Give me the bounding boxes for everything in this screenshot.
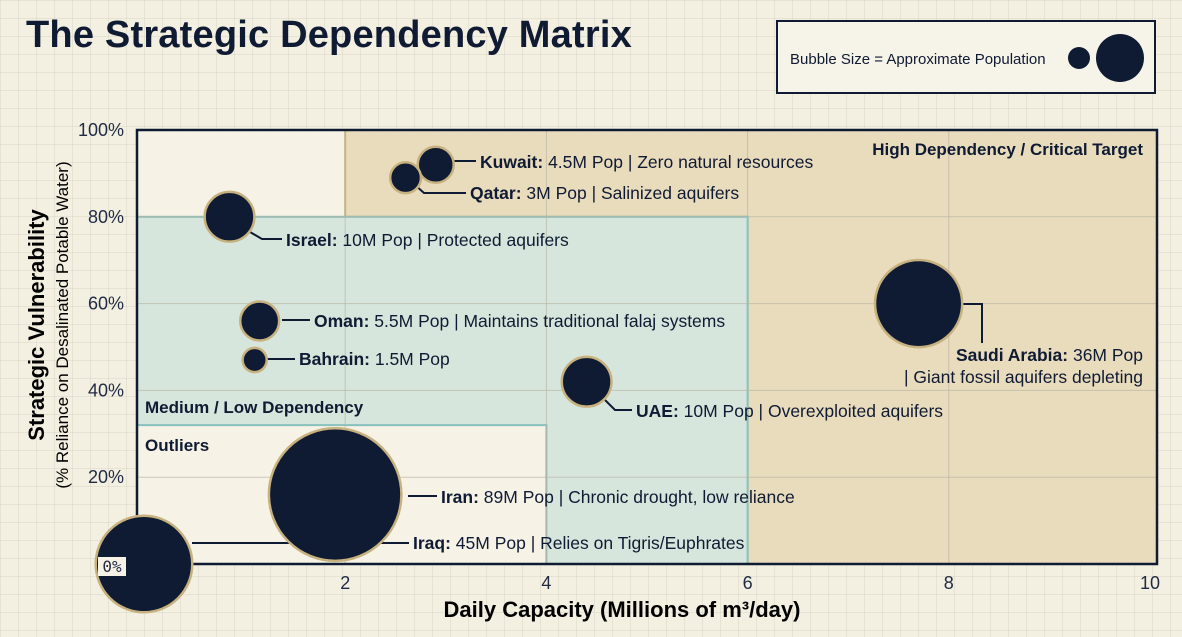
label-detail2-saudi-arabia: | Giant fossil aquifers depleting [904, 367, 1143, 387]
page-title: The Strategic Dependency Matrix [26, 14, 632, 56]
label-detail-iraq: 45M Pop | Relies on Tigris/Euphrates [451, 533, 745, 553]
leader-line-saudi-arabia [962, 303, 983, 343]
bubble-iran [267, 427, 403, 563]
y-tick-label: 20% [88, 467, 124, 487]
label-name-uae: UAE: [636, 401, 679, 421]
label-detail-bahrain: 1.5M Pop [370, 349, 450, 369]
legend-small-bubble [1068, 47, 1090, 69]
x-tick-label: 4 [541, 573, 551, 593]
label-kuwait: Kuwait: 4.5M Pop | Zero natural resource… [480, 152, 814, 172]
bubble-kuwait [416, 145, 455, 184]
y-axis-label: Strategic Vulnerability [24, 209, 49, 441]
y-tick-label: 100% [78, 120, 124, 140]
bubble-bahrain [241, 346, 268, 374]
label-israel: Israel: 10M Pop | Protected aquifers [286, 230, 569, 250]
y-tick-label: 40% [88, 380, 124, 400]
bubble-iraq [94, 514, 194, 614]
bubble-qatar [388, 161, 423, 195]
region-label-high: High Dependency / Critical Target [872, 140, 1143, 159]
label-name-kuwait: Kuwait: [480, 152, 543, 172]
label-bahrain: Bahrain: 1.5M Pop [299, 349, 450, 369]
label-name-qatar: Qatar: [470, 183, 522, 203]
y-tick-label: 80% [88, 207, 124, 227]
y-axis-sublabel: (% Reliance on Desalinated Potable Water… [53, 161, 72, 488]
legend-large-bubble [1096, 34, 1144, 82]
label-iran: Iran: 89M Pop | Chronic drought, low rel… [441, 487, 795, 507]
bubble-oman [238, 300, 281, 342]
size-legend: Bubble Size = Approximate Population [776, 20, 1156, 94]
bubble-israel [203, 190, 256, 243]
x-axis-label: Daily Capacity (Millions of m³/day) [444, 597, 801, 622]
label-name-iran: Iran: [441, 487, 479, 507]
label-detail-iran: 89M Pop | Chronic drought, low reliance [479, 487, 795, 507]
label-saudi-arabia: Saudi Arabia: 36M Pop [956, 345, 1143, 365]
label-name-iraq: Iraq: [413, 533, 451, 553]
bubble-saudi-arabia [873, 258, 964, 349]
label-name-bahrain: Bahrain: [299, 349, 370, 369]
label-detail-uae: 10M Pop | Overexploited aquifers [679, 401, 944, 421]
region-label-medium: Medium / Low Dependency [145, 398, 364, 417]
label-detail-israel: 10M Pop | Protected aquifers [338, 230, 569, 250]
leader-line-israel [249, 231, 282, 240]
leader-line-uae [604, 399, 632, 411]
x-tick-label: 10 [1140, 573, 1160, 593]
label-detail-kuwait: 4.5M Pop | Zero natural resources [543, 152, 813, 172]
legend-text: Bubble Size = Approximate Population [790, 51, 1046, 68]
bubble-uae [560, 355, 613, 408]
label-detail-oman: 5.5M Pop | Maintains traditional falaj s… [369, 311, 725, 331]
label-uae: UAE: 10M Pop | Overexploited aquifers [636, 401, 943, 421]
region-label-outliers: Outliers [145, 436, 209, 455]
plot-border [135, 128, 1159, 566]
label-iraq: Iraq: 45M Pop | Relies on Tigris/Euphrat… [413, 533, 745, 553]
y-tick-label-zero: 0% [102, 557, 122, 576]
label-qatar: Qatar: 3M Pop | Salinized aquifers [470, 183, 739, 203]
label-detail-qatar: 3M Pop | Salinized aquifers [522, 183, 740, 203]
x-tick-label: 2 [340, 573, 350, 593]
x-tick-label: 6 [743, 573, 753, 593]
label-name-oman: Oman: [314, 311, 369, 331]
x-tick-label: 8 [944, 573, 954, 593]
y-tick-label: 60% [88, 294, 124, 314]
label-name-saudi-arabia: Saudi Arabia: [956, 345, 1068, 365]
label-oman: Oman: 5.5M Pop | Maintains traditional f… [314, 311, 725, 331]
label-name-israel: Israel: [286, 230, 338, 250]
y-tick-zero-bg [98, 557, 126, 576]
label-detail-saudi-arabia: 36M Pop [1068, 345, 1143, 365]
